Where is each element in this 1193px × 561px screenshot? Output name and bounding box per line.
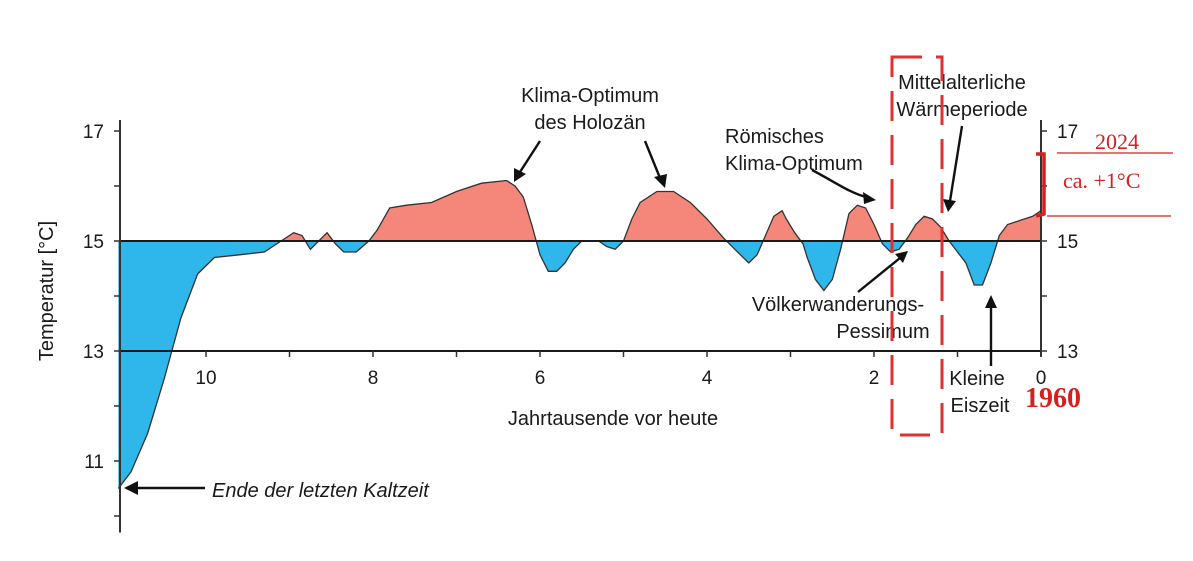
label-2024: 2024	[1095, 129, 1139, 154]
x-tick-label: 2	[869, 368, 880, 389]
arrow-holozaen-left	[514, 140, 542, 182]
grid-lines	[120, 240, 1041, 352]
annotation-klima-optimum-holozaen: Klima-Optimum des Holozän	[521, 85, 659, 134]
y-axis-label: Temperatur [°C]	[36, 221, 58, 361]
highlight-dashed-box	[890, 55, 944, 437]
y-tick-label-right: 15	[1057, 232, 1078, 253]
annotation-text: Völkerwanderungs-	[752, 294, 924, 316]
warm-area	[118, 180, 1041, 241]
x-tick-label: 0	[1036, 368, 1047, 389]
y-tick-label-left: 15	[83, 232, 104, 253]
tick-labels: 17 15 13 11 17 15 13 10 8 6 4 2 0	[83, 122, 1078, 473]
x-axis-label: Jahrtausende vor heute	[508, 408, 718, 430]
x-tick-label: 6	[535, 368, 546, 389]
x-tick-label: 4	[702, 368, 713, 389]
annotation-mittelalter: Mittelalterliche Wärmeperiode	[896, 72, 1027, 121]
y-tick-label-left: 11	[84, 452, 104, 473]
annotation-text: Eiszeit	[951, 395, 1010, 417]
annotation-voelkerwanderung: Völkerwanderungs- Pessimum	[752, 294, 930, 343]
arrow-ende-kaltzeit	[124, 481, 205, 495]
annotation-text: Mittelalterliche	[898, 72, 1026, 94]
delta-bracket	[1035, 152, 1046, 218]
annotation-text: Pessimum	[836, 321, 929, 343]
arrow-mittelalter	[943, 125, 964, 212]
arrow-roemisches	[811, 168, 876, 204]
y-tick-label-left: 13	[83, 342, 104, 363]
annotation-text: Römisches	[725, 126, 824, 148]
label-delta: ca. +1°C	[1063, 168, 1140, 193]
y-tick-label-right: 13	[1057, 342, 1078, 363]
area-fills	[117, 179, 1042, 489]
annotation-ende-kaltzeit: Ende der letzten Kaltzeit	[212, 480, 430, 502]
arrow-voelkerwanderung	[857, 251, 908, 293]
annotation-text: Kleine	[949, 368, 1005, 390]
annotation-roemisches: Römisches Klima-Optimum	[725, 126, 863, 175]
label-1960: 1960	[1025, 383, 1081, 414]
axes	[114, 120, 1047, 533]
annotation-text: Wärmeperiode	[896, 99, 1027, 121]
x-tick-label: 10	[195, 368, 216, 389]
temperature-line	[117, 179, 1042, 489]
annotation-text: Klima-Optimum	[725, 153, 863, 175]
y-tick-label-left: 17	[83, 122, 104, 143]
y-tick-label-right: 17	[1057, 122, 1078, 143]
annotation-kleine-eiszeit: Kleine Eiszeit	[949, 368, 1010, 417]
x-tick-label: 8	[368, 368, 379, 389]
annotation-text: des Holozän	[534, 112, 645, 134]
annotation-arrows	[124, 125, 997, 495]
annotation-text: Klima-Optimum	[521, 85, 659, 107]
arrow-kleine-eiszeit	[985, 295, 997, 366]
arrow-holozaen-right	[643, 140, 667, 188]
